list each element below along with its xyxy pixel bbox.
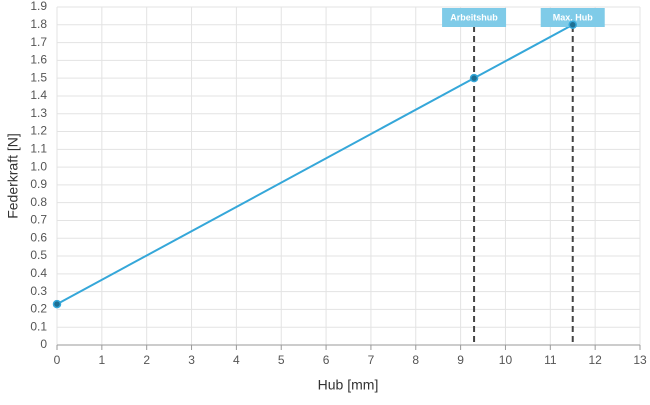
y-tick-label: 1.1: [30, 141, 47, 155]
y-tick-label: 0.3: [30, 284, 47, 298]
data-point: [52, 299, 62, 309]
x-tick-label: 11: [544, 353, 557, 367]
x-tick-label: 7: [368, 353, 375, 367]
x-tick-label: 2: [143, 353, 150, 367]
annotation-label: Arbeitshub: [450, 12, 498, 22]
x-tick-label: 13: [633, 353, 647, 367]
data-line: [56, 23, 574, 305]
y-tick-label: 0.1: [30, 319, 47, 333]
x-tick-label: 1: [99, 353, 106, 367]
x-tick-label: 5: [278, 353, 285, 367]
y-axis-title: Federkraft [N]: [5, 133, 21, 219]
y-tick-label: 1.9: [30, 0, 47, 13]
y-tick-label: 0.2: [30, 302, 47, 316]
y-tick-label: 1.2: [30, 124, 47, 138]
y-tick-label: 1.6: [30, 53, 47, 67]
x-axis-title: Hub [mm]: [318, 377, 379, 393]
x-tick-label: 6: [323, 353, 330, 367]
y-tick-label: 1.4: [30, 88, 47, 102]
x-tick-label: 10: [499, 353, 513, 367]
y-tick-label: 1.3: [30, 106, 47, 120]
x-tick-label: 4: [233, 353, 240, 367]
x-tick-label: 8: [412, 353, 419, 367]
x-tick-label: 9: [457, 353, 464, 367]
x-tick-label: 12: [588, 353, 602, 367]
y-tick-label: 0.8: [30, 195, 47, 209]
y-tick-label: 0.9: [30, 177, 47, 191]
data-point: [568, 20, 577, 30]
x-tick-label: 0: [54, 353, 61, 367]
y-tick-label: 1.8: [30, 17, 47, 31]
y-tick-label: 1.5: [30, 70, 47, 84]
annotation-box: [442, 8, 507, 27]
data-point: [469, 73, 479, 83]
y-tick-label: 0.4: [30, 266, 47, 280]
y-tick-label: 0.6: [30, 230, 47, 244]
y-tick-label: 1.7: [30, 35, 47, 49]
y-tick-label: 1.0: [30, 159, 47, 173]
annotation-box: [540, 8, 605, 27]
y-tick-label: 0.5: [30, 248, 47, 262]
y-tick-label: 0.7: [30, 213, 47, 227]
x-tick-label: 3: [188, 353, 195, 367]
y-tick-label: 0: [40, 337, 47, 351]
annotation-label: Max. Hub: [553, 12, 594, 22]
